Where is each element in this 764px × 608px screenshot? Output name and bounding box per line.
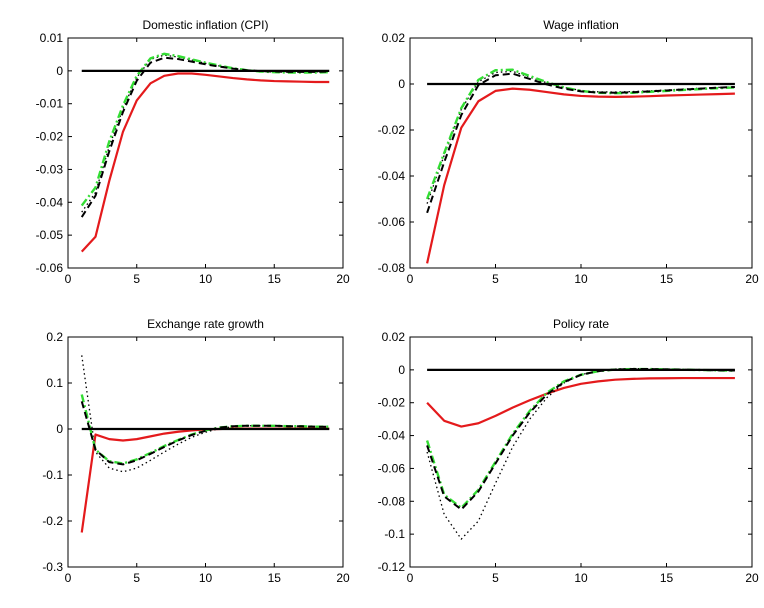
y-tick-label: 0.01 (40, 31, 64, 45)
x-tick-label: 20 (336, 571, 350, 585)
y-tick-label: -0.3 (42, 560, 63, 574)
x-tick-label: 5 (133, 272, 140, 286)
y-tick-label: -0.02 (36, 130, 64, 144)
y-tick-label: -0.02 (378, 123, 406, 137)
x-tick-label: 10 (574, 571, 588, 585)
y-tick-label: -0.03 (36, 162, 64, 176)
x-tick-label: 15 (268, 272, 282, 286)
x-tick-label: 0 (65, 272, 72, 286)
x-tick-label: 10 (199, 571, 213, 585)
panel-3: Exchange rate growth 0 5 10 15 20 -0.3 -0.2 -0.1… (42, 317, 350, 585)
axes-box (409, 37, 753, 269)
y-tick-label: -0.12 (378, 560, 406, 574)
y-tick-label: 0 (56, 422, 63, 436)
y-tick-label: 0.2 (46, 330, 63, 344)
series-dashdot-green (425, 367, 735, 510)
series-dashed-black (426, 368, 735, 511)
y-tick-label: -0.04 (378, 169, 406, 183)
x-tick-label: 20 (745, 571, 759, 585)
x-tick-label: 0 (407, 272, 414, 286)
y-tick-label: -0.05 (36, 228, 64, 242)
panel-title: Domestic inflation (CPI) (142, 18, 268, 32)
series-solid-red (80, 72, 330, 253)
y-tick-label: -0.06 (378, 461, 406, 475)
y-tick-label: 0.1 (46, 376, 63, 390)
y-tick-label: -0.08 (378, 494, 406, 508)
series-dashed-black (426, 72, 735, 214)
x-tick-label: 5 (492, 272, 499, 286)
y-tick-label: -0.06 (36, 261, 64, 275)
x-tick-label: 10 (574, 272, 588, 286)
series-dashdot-green (425, 68, 735, 200)
series-dotted-black (426, 367, 735, 540)
y-tick-label: -0.1 (384, 527, 405, 541)
y-tick-label: -0.02 (378, 396, 406, 410)
x-tick-label: 10 (199, 272, 213, 286)
axes-box (67, 336, 344, 568)
series-solid-red (80, 427, 330, 533)
x-tick-label: 5 (133, 571, 140, 585)
y-tick-label: -0.04 (36, 195, 64, 209)
panel-title: Wage inflation (543, 18, 619, 32)
y-tick-label: 0 (398, 77, 405, 91)
x-tick-label: 20 (745, 272, 759, 286)
x-tick-label: 0 (65, 571, 72, 585)
y-tick-label: -0.1 (42, 468, 63, 482)
x-tick-label: 15 (268, 571, 282, 585)
y-tick-label: 0 (56, 64, 63, 78)
y-tick-label: 0 (398, 363, 405, 377)
x-tick-label: 15 (660, 571, 674, 585)
y-tick-label: -0.06 (378, 215, 406, 229)
panel-1: Domestic inflation (CPI) 0 5 10 15 20 -0.06 -0.… (36, 18, 350, 286)
series-solid-red (426, 87, 735, 264)
series-dashdot-green (80, 52, 330, 207)
x-tick-label: 20 (336, 272, 350, 286)
series-dotted-black (81, 355, 330, 473)
series-dashed-black (80, 401, 330, 466)
panel-4: Policy rate 0 5 10 15 20 -0.12 -0.1 -0.08 -0.06 -0… (378, 317, 759, 585)
x-tick-label: 15 (660, 272, 674, 286)
y-tick-label: -0.01 (36, 97, 64, 111)
panel-2: Wage inflation 0 5 10 15 20 -0.08 -0.06 -0.04 -0.… (378, 18, 759, 286)
y-tick-label: 0.02 (382, 330, 406, 344)
series-solid-red (426, 376, 735, 428)
y-tick-label: 0.02 (382, 31, 406, 45)
series-dotted-black (81, 54, 330, 213)
panel-title: Exchange rate growth (147, 317, 264, 331)
panel-title: Policy rate (553, 317, 609, 331)
y-tick-label: -0.2 (42, 514, 63, 528)
y-tick-label: -0.08 (378, 261, 406, 275)
x-tick-label: 5 (492, 571, 499, 585)
x-tick-label: 0 (407, 571, 414, 585)
axes-box (409, 336, 753, 568)
y-tick-label: -0.04 (378, 429, 406, 443)
